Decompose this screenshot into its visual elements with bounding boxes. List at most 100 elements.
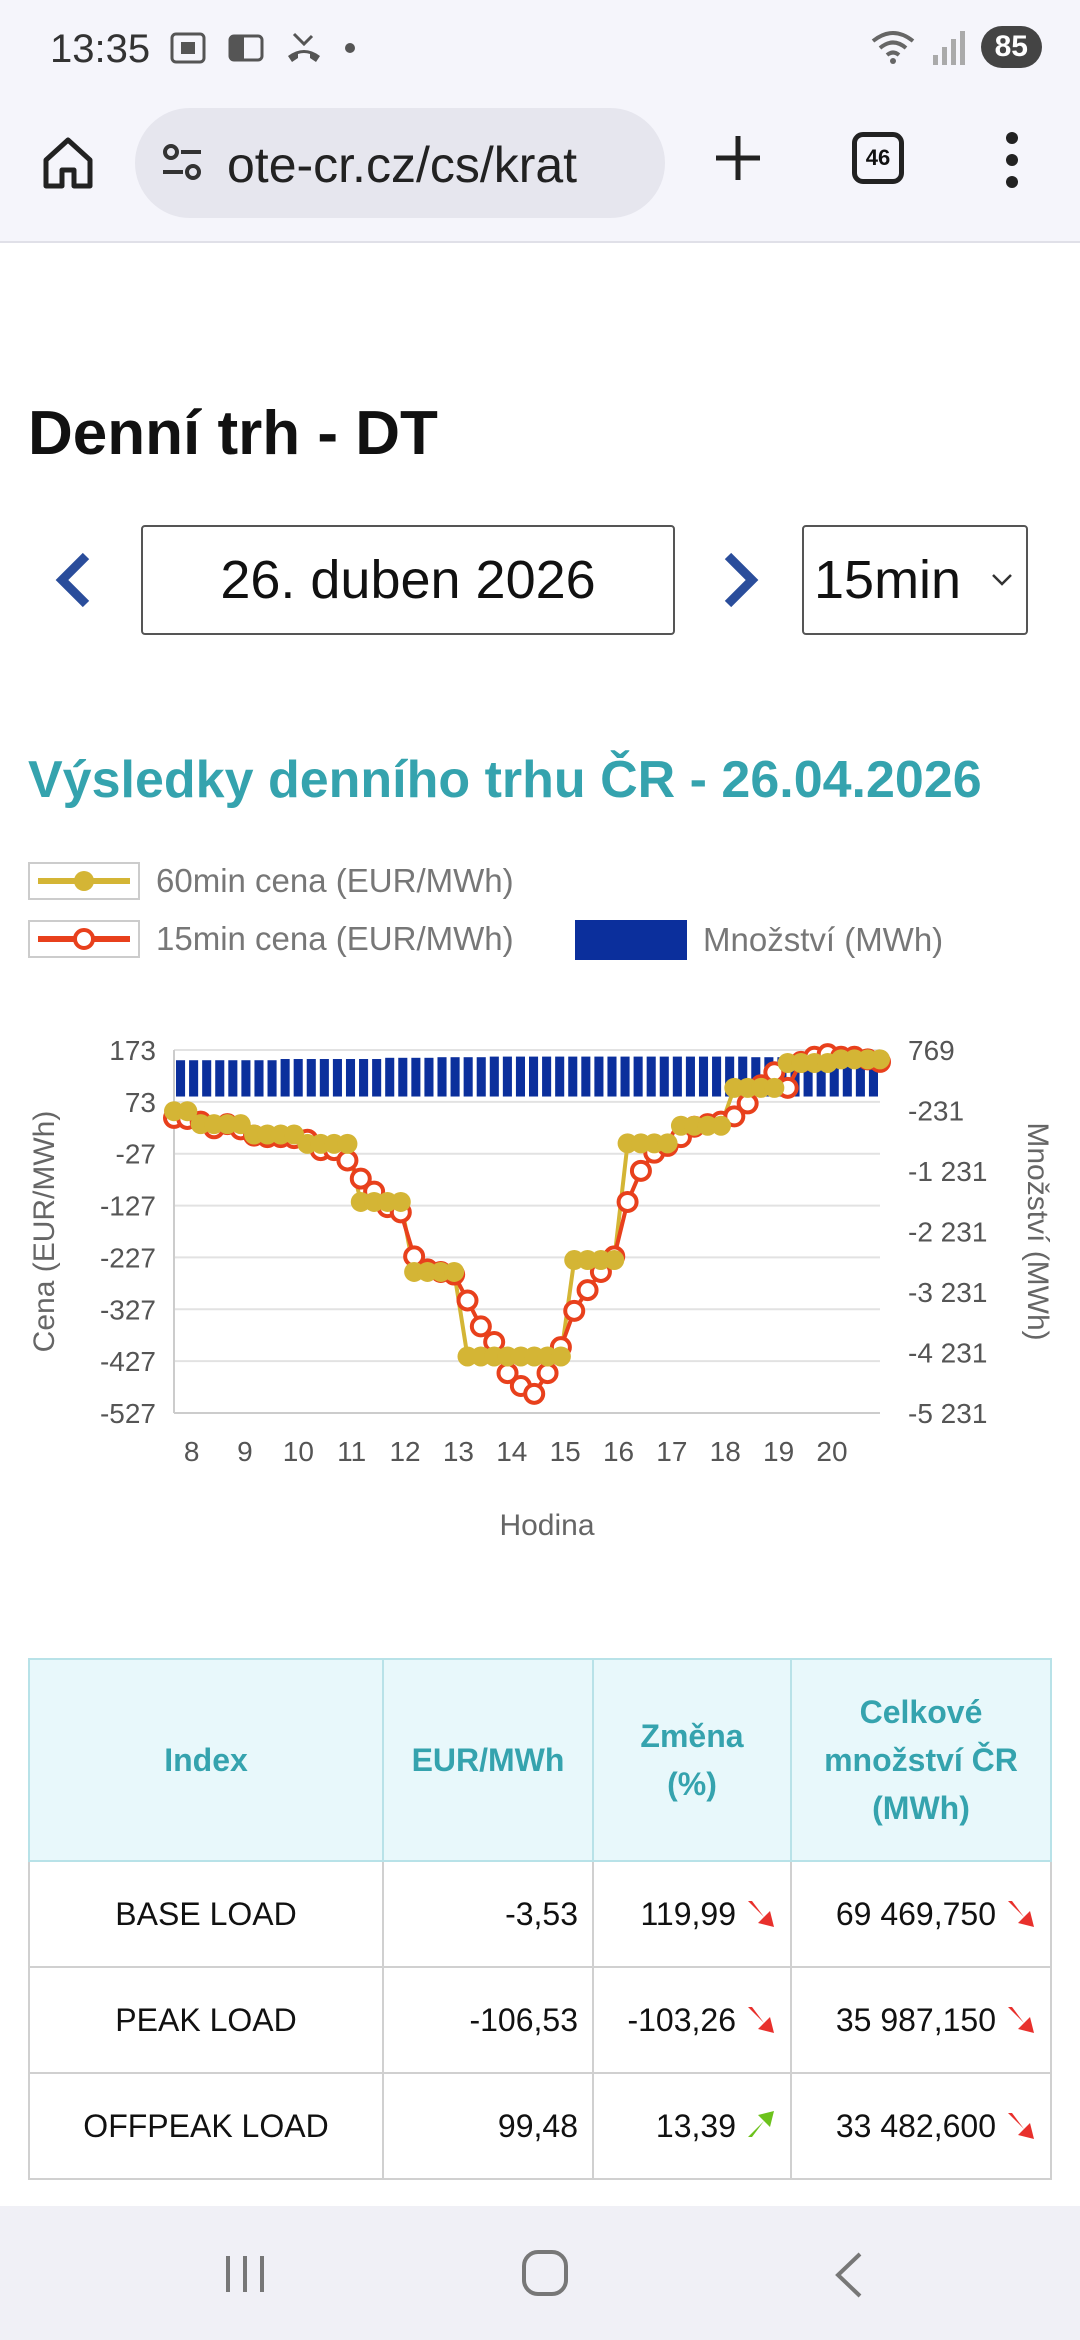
quantity-bar <box>542 1056 552 1097</box>
y-right-tick-label: -3 231 <box>908 1277 987 1308</box>
header-index: Index <box>28 1658 384 1862</box>
site-settings-icon[interactable] <box>159 140 205 186</box>
missed-call-icon <box>288 32 320 62</box>
quantity-bar <box>254 1060 264 1097</box>
quantity-bar <box>581 1056 591 1097</box>
series-15min-line <box>173 1052 881 1397</box>
quantity-bar <box>359 1059 369 1097</box>
legend-quantity[interactable]: Množství (MWh) <box>575 920 943 960</box>
header-change: Změna (%) <box>592 1658 792 1862</box>
x-tick-label: 16 <box>603 1436 634 1467</box>
quantity-bar <box>398 1057 408 1097</box>
series-15min-point <box>629 1159 652 1182</box>
y-right-tick-label: -1 231 <box>908 1156 987 1187</box>
row-total: 35 987,150 <box>790 1966 1052 2074</box>
system-nav-bar <box>0 2206 1080 2340</box>
series-15min-point <box>523 1382 546 1405</box>
row-change: 13,39 <box>592 2072 792 2180</box>
x-tick-label: 11 <box>337 1436 366 1467</box>
x-tick-label: 14 <box>496 1436 527 1467</box>
quantity-bar <box>829 1058 839 1097</box>
new-tab-icon[interactable] <box>710 130 766 186</box>
legend-15min[interactable]: 15min cena (EUR/MWh) <box>28 920 514 958</box>
more-menu-icon[interactable] <box>1000 130 1024 190</box>
y-right-tick-label: -5 231 <box>908 1398 987 1429</box>
row-change-value: -103,26 <box>627 2001 736 2038</box>
series-15min-point <box>456 1289 479 1312</box>
table-row: OFFPEAK LOAD 99,48 13,39 33 482,600 <box>28 2072 1052 2180</box>
quantity-bar <box>411 1057 421 1097</box>
y-tick-label: -327 <box>100 1294 156 1325</box>
series-60min-point <box>550 1346 571 1367</box>
home-nav-icon[interactable] <box>520 2248 570 2298</box>
quantity-bar <box>672 1056 682 1097</box>
series-15min-point <box>576 1279 599 1302</box>
row-total: 33 482,600 <box>790 2072 1052 2180</box>
trend-up-icon <box>748 2110 774 2137</box>
legend-label-15min: 15min cena (EUR/MWh) <box>156 920 514 957</box>
series-60min-point <box>657 1133 678 1154</box>
quantity-bar <box>463 1057 473 1097</box>
legend-60min[interactable]: 60min cena (EUR/MWh) <box>28 862 514 900</box>
previous-day-arrow-icon[interactable] <box>52 552 96 608</box>
quantity-bar <box>345 1059 356 1097</box>
quantity-bar <box>189 1060 199 1097</box>
quantity-bar <box>803 1057 813 1097</box>
screenshot-icon <box>170 32 206 64</box>
row-index: PEAK LOAD <box>28 1966 384 2074</box>
status-bar: 13:35 85 <box>0 0 1080 100</box>
row-eur: -106,53 <box>382 1966 594 2074</box>
quantity-bar <box>620 1056 630 1097</box>
quantity-bar <box>228 1060 238 1097</box>
header-total-line1: Celkové <box>859 1694 983 1730</box>
trend-down-icon <box>1008 2112 1034 2139</box>
series-60min-point <box>444 1261 465 1282</box>
quantity-bar <box>306 1059 316 1097</box>
y-tick-label: -227 <box>100 1242 156 1273</box>
quantity-bar <box>319 1059 329 1097</box>
table-header-row: Index EUR/MWh Změna (%) Celkové množství… <box>28 1658 1052 1862</box>
quantity-bar <box>816 1057 826 1097</box>
back-nav-icon[interactable] <box>832 2250 866 2300</box>
home-icon[interactable] <box>38 132 98 192</box>
y-right-tick-label: -4 231 <box>908 1338 987 1369</box>
series-60min-point <box>604 1250 625 1271</box>
series-60min-line <box>174 1057 880 1359</box>
x-tick-label: 17 <box>656 1436 687 1467</box>
series-15min-point <box>616 1190 639 1213</box>
row-total-value: 35 987,150 <box>835 2001 996 2038</box>
table-row: BASE LOAD -3,53 119,99 69 469,750 <box>28 1860 1052 1968</box>
x-tick-label: 18 <box>710 1436 741 1467</box>
quantity-bar <box>594 1056 604 1097</box>
interval-select[interactable]: 15min <box>802 525 1028 635</box>
next-day-arrow-icon[interactable] <box>718 552 762 608</box>
quantity-bar <box>855 1059 865 1097</box>
quantity-bar <box>293 1059 303 1097</box>
row-change: 119,99 <box>592 1860 792 1968</box>
quantity-bar <box>515 1056 525 1097</box>
series-15min-point <box>336 1149 359 1172</box>
wifi-icon <box>871 31 914 64</box>
quantity-bar <box>633 1056 643 1097</box>
results-table: Index EUR/MWh Změna (%) Celkové množství… <box>28 1658 1052 2180</box>
y-tick-label: -427 <box>100 1346 156 1377</box>
address-bar[interactable]: ote-cr.cz/cs/krat <box>135 108 665 218</box>
tab-switcher-button[interactable]: 46 <box>852 132 904 184</box>
legend-swatch-15min <box>28 920 140 958</box>
interval-value: 15min <box>814 550 962 610</box>
battery-icon: 85 <box>980 26 1042 68</box>
x-tick-label: 20 <box>816 1436 847 1467</box>
quantity-bar <box>685 1056 695 1097</box>
trend-down-icon <box>748 1900 774 1927</box>
series-15min-point <box>536 1362 559 1385</box>
date-picker[interactable]: 26. duben 2026 <box>141 525 675 635</box>
url-text: ote-cr.cz/cs/krat <box>227 137 578 193</box>
series-15min-point <box>723 1105 746 1128</box>
status-time: 13:35 <box>50 27 151 71</box>
row-total: 69 469,750 <box>790 1860 1052 1968</box>
recent-apps-icon[interactable] <box>220 2252 270 2296</box>
row-total-value: 69 469,750 <box>835 1895 996 1932</box>
quantity-bar <box>476 1057 486 1097</box>
row-eur: 99,48 <box>382 2072 594 2180</box>
series-15min-point <box>469 1315 492 1338</box>
